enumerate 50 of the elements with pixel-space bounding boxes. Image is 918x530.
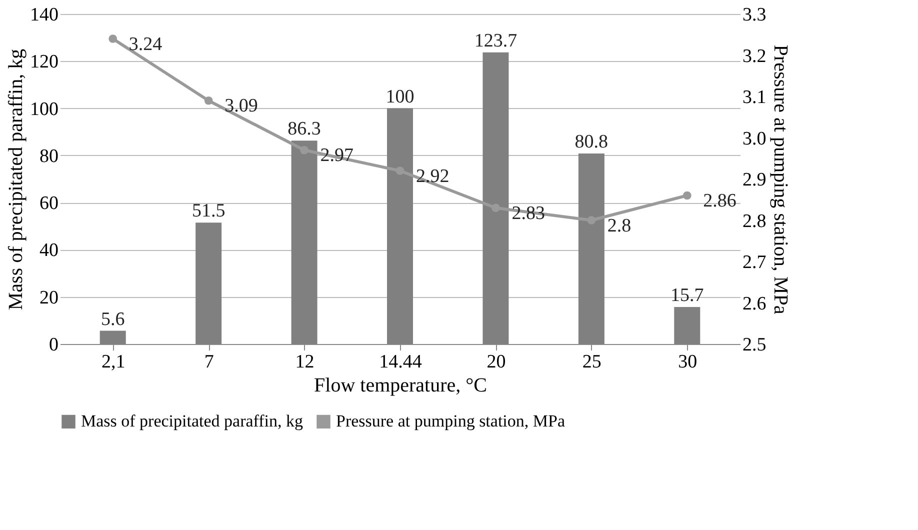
x-tick-label: 2,1 <box>101 352 126 372</box>
x-tick-label: 30 <box>678 352 698 372</box>
y-tick-label: 60 <box>40 193 58 214</box>
data-label: 3.09 <box>224 96 258 117</box>
x-tick-label: 14.44 <box>379 352 422 372</box>
y-tick-label: 20 <box>40 287 58 308</box>
legend-label: Pressure at pumping station, MPa <box>336 412 566 431</box>
data-label: 15.7 <box>670 284 704 306</box>
y2-tick-label: 3.3 <box>742 4 766 26</box>
x-tick-label: 7 <box>204 352 214 372</box>
data-label: 100 <box>386 86 414 108</box>
y-tick-label: 0 <box>49 334 58 356</box>
x-tick-label: 20 <box>486 352 506 372</box>
y2-tick-label: 3.0 <box>742 128 766 150</box>
data-label: 86.3 <box>288 118 321 140</box>
data-label: 2.86 <box>703 190 736 212</box>
x-axis-title: Flow temperature, °C <box>314 374 487 396</box>
data-label: 5.6 <box>100 308 125 330</box>
data-label: 3.24 <box>128 34 163 55</box>
data-label: 2.8 <box>607 215 632 236</box>
y2-tick-label: 2.7 <box>742 252 766 273</box>
data-label: 123.7 <box>474 30 518 52</box>
point <box>300 146 308 154</box>
y-tick-label: 100 <box>30 98 58 120</box>
y2-tick-label: 2.9 <box>742 170 766 190</box>
y2-tick-label: 2.8 <box>742 210 766 232</box>
data-label: 2.83 <box>512 202 545 224</box>
y-tick-label: 40 <box>40 240 58 262</box>
point <box>204 96 213 105</box>
legend-label: Mass of precipitated paraffin, kg <box>81 412 304 431</box>
point <box>587 216 596 224</box>
y2-tick-label: 2.6 <box>742 293 766 314</box>
y-tick-label: 80 <box>40 146 58 167</box>
y2-tick-label: 3.1 <box>742 87 766 108</box>
y2-tick-label: 3.2 <box>742 46 766 67</box>
point <box>108 34 118 43</box>
x-tick-label: 25 <box>582 352 602 372</box>
y2-axis-title: Pressure at pumping station, MPa <box>769 44 792 314</box>
y-tick-label: 120 <box>30 52 58 73</box>
data-label: 51.5 <box>192 200 226 222</box>
data-label: 2.97 <box>320 145 354 166</box>
point <box>492 204 500 212</box>
y2-tick-label: 2.5 <box>742 334 766 356</box>
x-tick-label: 12 <box>295 352 314 372</box>
point <box>682 191 692 200</box>
y-axis-title: Mass of precipitated paraffin, kg <box>5 48 27 310</box>
data-label: 2.92 <box>416 166 450 187</box>
data-label: 80.8 <box>574 132 608 153</box>
point <box>396 166 404 175</box>
y-tick-label: 140 <box>30 4 58 26</box>
